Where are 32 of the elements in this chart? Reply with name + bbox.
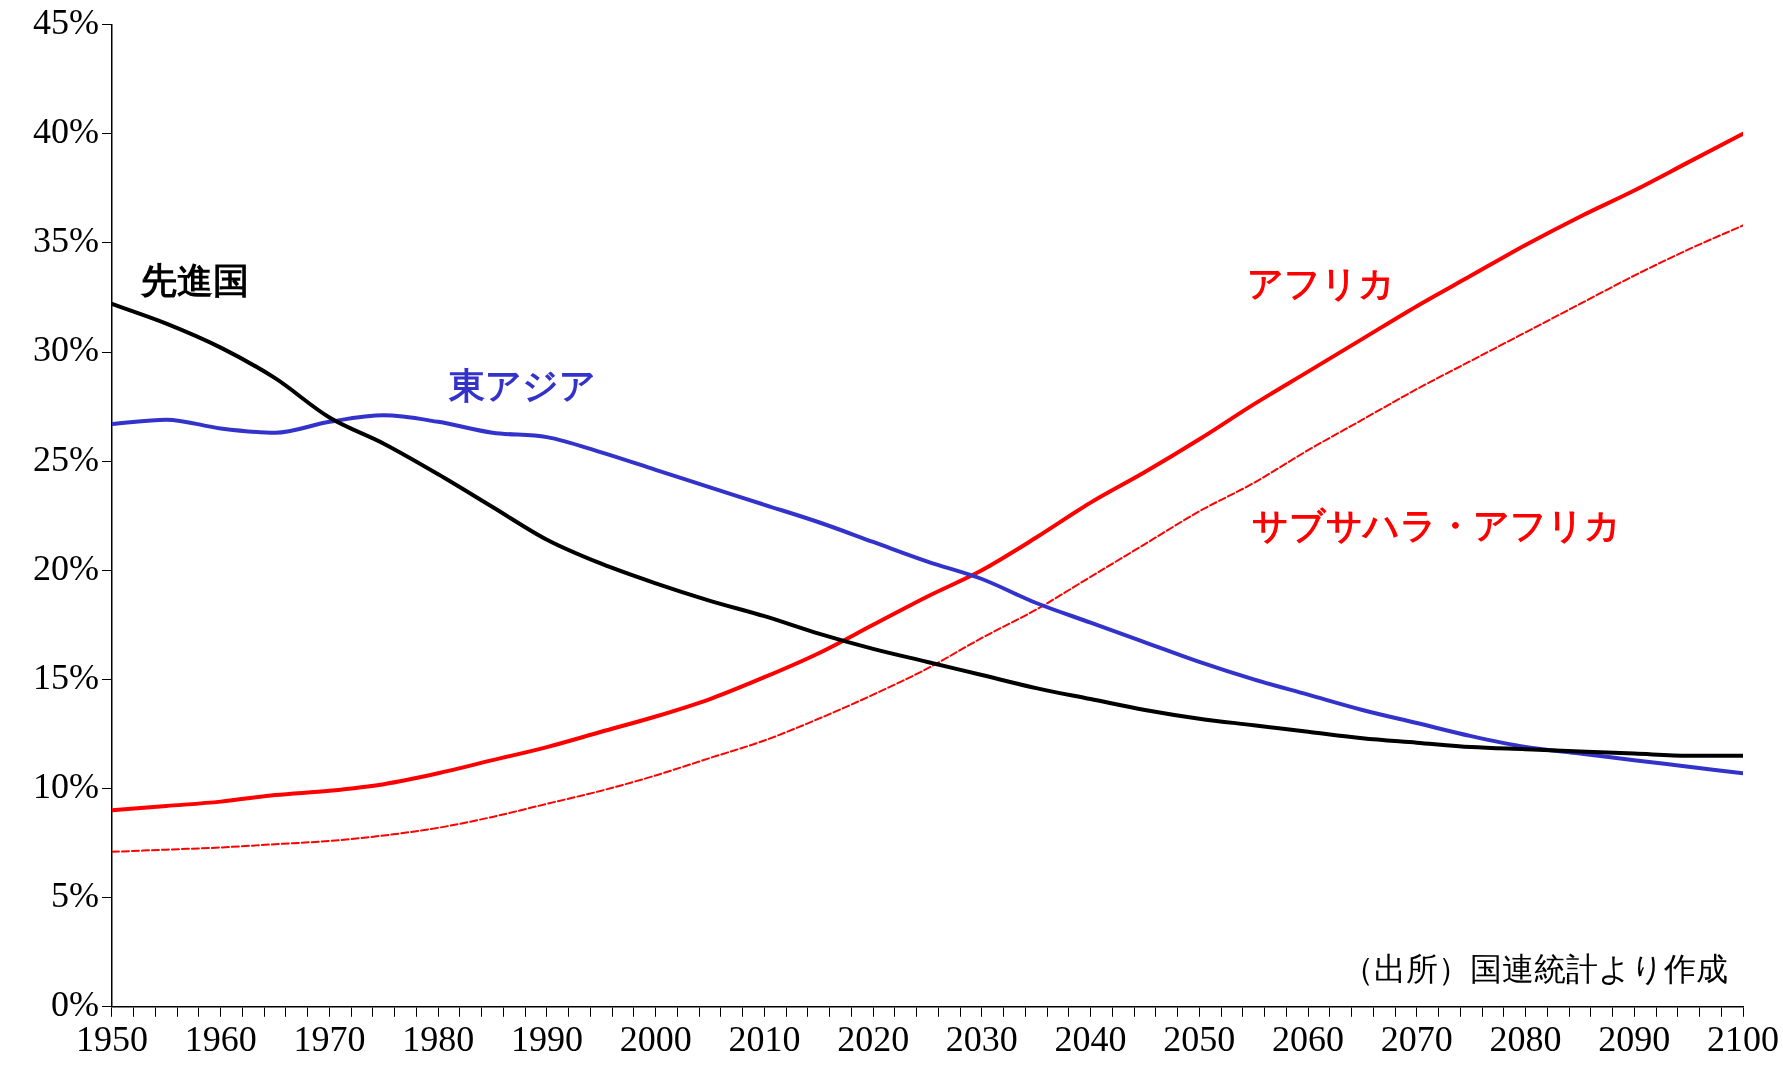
- y-tick-label: 20%: [32, 547, 99, 588]
- x-tick-label: 2090: [1598, 1018, 1671, 1059]
- x-tick-label: 1990: [510, 1018, 583, 1059]
- y-tick-label: 45%: [32, 2, 99, 43]
- y-tick-label: 40%: [32, 111, 99, 152]
- x-tick-label: 2100: [1707, 1018, 1779, 1059]
- y-tick-label: 35%: [32, 220, 99, 261]
- series-label: 先進国: [139, 259, 249, 301]
- x-tick-label: 2030: [945, 1018, 1018, 1059]
- x-tick-label: 2060: [1272, 1018, 1345, 1059]
- series-label: 東アジア: [448, 364, 597, 406]
- x-tick-label: 2040: [1054, 1018, 1127, 1059]
- y-tick-label: 15%: [32, 656, 99, 697]
- x-tick-label: 2080: [1489, 1018, 1562, 1059]
- x-tick-label: 2000: [619, 1018, 692, 1059]
- line-series: [111, 413, 1743, 776]
- x-tick-label: 2070: [1380, 1018, 1453, 1059]
- x-tick-label: 2010: [728, 1018, 801, 1059]
- series-label: アフリカ: [1246, 262, 1395, 304]
- line-series: [111, 224, 1743, 853]
- series-label: サブサハラ・アフリカ: [1251, 505, 1621, 547]
- y-tick-label: 5%: [50, 875, 99, 916]
- x-tick-label: 1960: [184, 1018, 257, 1059]
- line-series: [111, 131, 1743, 813]
- annotation: （出所）国連統計より作成: [1342, 950, 1728, 989]
- y-tick-label: 25%: [32, 438, 99, 479]
- y-tick-label: 10%: [32, 765, 99, 806]
- x-tick-label: 2050: [1163, 1018, 1236, 1059]
- x-tick-label: 1980: [402, 1018, 475, 1059]
- x-tick-label: 1970: [293, 1018, 366, 1059]
- y-tick-label: 30%: [32, 329, 99, 370]
- x-tick-label: 2020: [837, 1018, 910, 1059]
